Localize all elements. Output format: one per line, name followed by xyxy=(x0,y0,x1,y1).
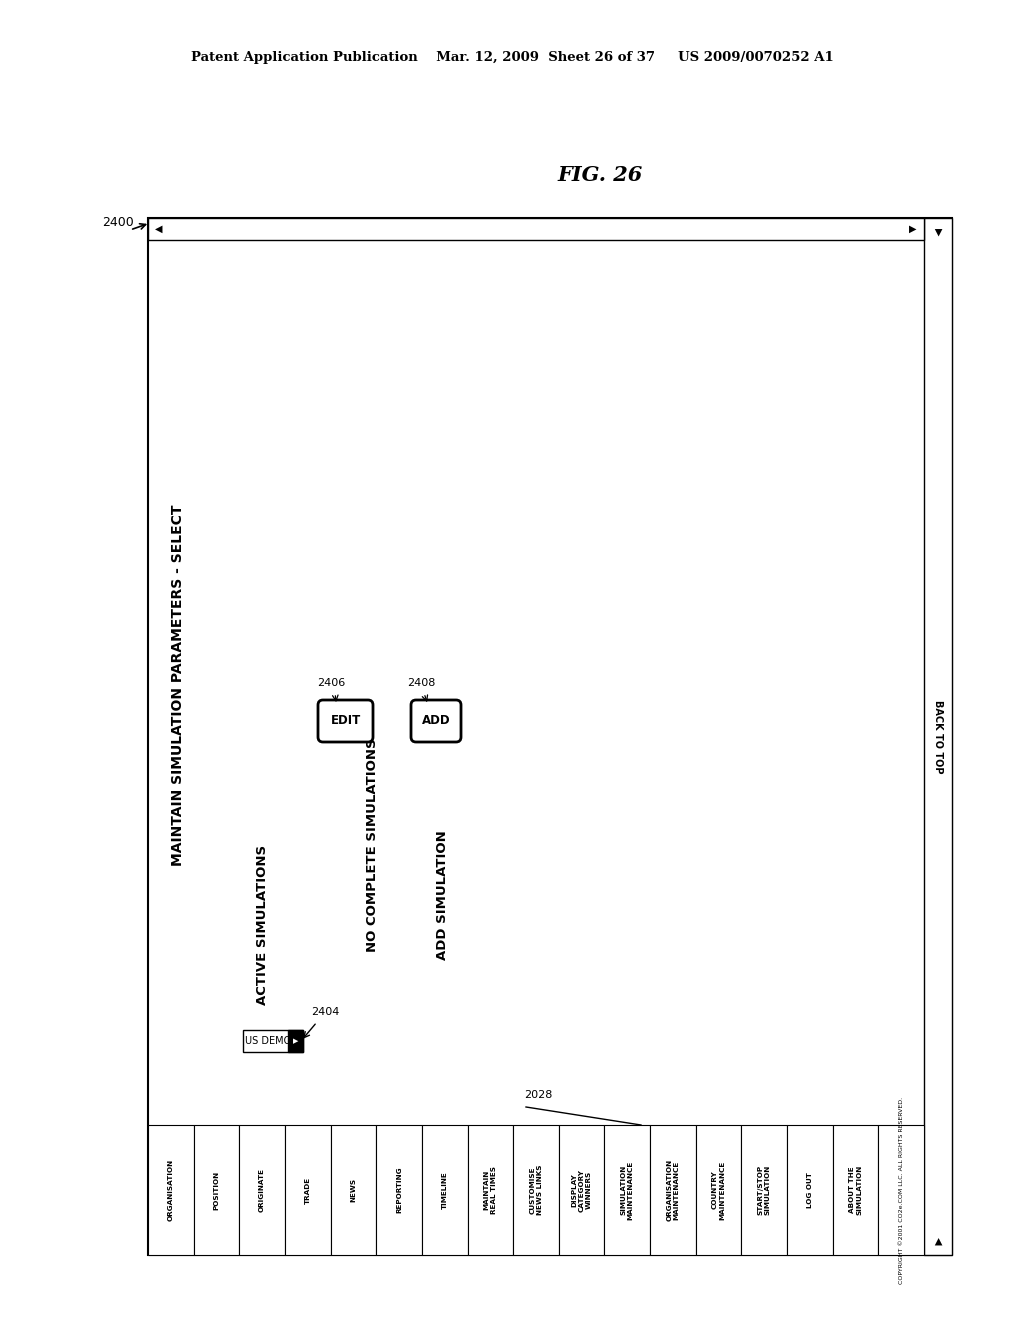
Text: ◀: ◀ xyxy=(933,1237,943,1245)
Bar xyxy=(650,1125,695,1255)
Text: ▶: ▶ xyxy=(293,1038,299,1044)
Text: 2404: 2404 xyxy=(311,1007,339,1016)
Text: EDIT: EDIT xyxy=(331,714,360,727)
Text: DISPLAY
CATEGORY
WINNERS: DISPLAY CATEGORY WINNERS xyxy=(571,1168,592,1212)
Bar xyxy=(924,218,952,1255)
Text: COUNTRY
MAINTENANCE: COUNTRY MAINTENANCE xyxy=(712,1160,725,1220)
Text: BACK TO TOP: BACK TO TOP xyxy=(933,700,943,774)
Bar xyxy=(513,1125,559,1255)
Text: ORGANISATION
MAINTENANCE: ORGANISATION MAINTENANCE xyxy=(667,1159,680,1221)
Text: TIMELINE: TIMELINE xyxy=(441,1171,447,1209)
Text: ABOUT THE
SIMULATION: ABOUT THE SIMULATION xyxy=(849,1164,862,1216)
Text: COPYRIGHT ©2001 CO2e.COM LLC. ALL RIGHTS RESERVED.: COPYRIGHT ©2001 CO2e.COM LLC. ALL RIGHTS… xyxy=(899,1097,903,1283)
Bar xyxy=(559,1125,604,1255)
Bar xyxy=(288,1030,303,1052)
Text: ORIGINATE: ORIGINATE xyxy=(259,1168,265,1212)
Text: SIMULATION
MAINTENANCE: SIMULATION MAINTENANCE xyxy=(621,1160,634,1220)
Bar xyxy=(422,1125,468,1255)
Bar xyxy=(468,1125,513,1255)
Bar xyxy=(148,1125,194,1255)
Text: FIG. 26: FIG. 26 xyxy=(557,165,643,185)
Bar xyxy=(604,1125,650,1255)
Text: NO COMPLETE SIMULATIONS: NO COMPLETE SIMULATIONS xyxy=(367,738,380,952)
Text: ORGANISATION: ORGANISATION xyxy=(168,1159,174,1221)
Text: POSITION: POSITION xyxy=(213,1171,219,1209)
Text: ◀: ◀ xyxy=(156,224,163,234)
Text: Patent Application Publication    Mar. 12, 2009  Sheet 26 of 37     US 2009/0070: Patent Application Publication Mar. 12, … xyxy=(190,51,834,65)
Text: NEWS: NEWS xyxy=(350,1177,356,1203)
Text: 2028: 2028 xyxy=(524,1090,552,1100)
Bar xyxy=(285,1125,331,1255)
FancyBboxPatch shape xyxy=(318,700,373,742)
FancyBboxPatch shape xyxy=(411,700,461,742)
Text: 2406: 2406 xyxy=(316,678,345,688)
Bar xyxy=(194,1125,240,1255)
Text: ▶: ▶ xyxy=(909,224,916,234)
Bar xyxy=(741,1125,787,1255)
Bar xyxy=(695,1125,741,1255)
Text: MAINTAIN SIMULATION PARAMETERS - SELECT: MAINTAIN SIMULATION PARAMETERS - SELECT xyxy=(171,504,185,866)
Bar xyxy=(833,1125,879,1255)
Bar xyxy=(148,218,952,1255)
Text: ADD: ADD xyxy=(422,714,451,727)
Bar xyxy=(240,1125,285,1255)
Text: ADD SIMULATION: ADD SIMULATION xyxy=(436,830,450,960)
Text: ACTIVE SIMULATIONS: ACTIVE SIMULATIONS xyxy=(256,845,269,1005)
Text: REPORTING: REPORTING xyxy=(396,1167,402,1213)
Bar xyxy=(243,1030,303,1052)
Text: TRADE: TRADE xyxy=(305,1176,310,1204)
Bar xyxy=(376,1125,422,1255)
Text: MAINTAIN
REAL TIMES: MAINTAIN REAL TIMES xyxy=(484,1166,497,1214)
Text: START/STOP
SIMULATION: START/STOP SIMULATION xyxy=(758,1164,771,1216)
Bar xyxy=(879,1125,924,1255)
Text: ▶: ▶ xyxy=(933,228,943,236)
Text: CUSTOMISE
NEWS LINKS: CUSTOMISE NEWS LINKS xyxy=(529,1164,543,1216)
Bar xyxy=(787,1125,833,1255)
Text: LOG OUT: LOG OUT xyxy=(807,1172,813,1208)
Text: US DEMO: US DEMO xyxy=(245,1036,291,1045)
Bar xyxy=(148,218,924,240)
Text: 2408: 2408 xyxy=(407,678,435,688)
Text: 2400: 2400 xyxy=(102,215,134,228)
Bar xyxy=(331,1125,376,1255)
